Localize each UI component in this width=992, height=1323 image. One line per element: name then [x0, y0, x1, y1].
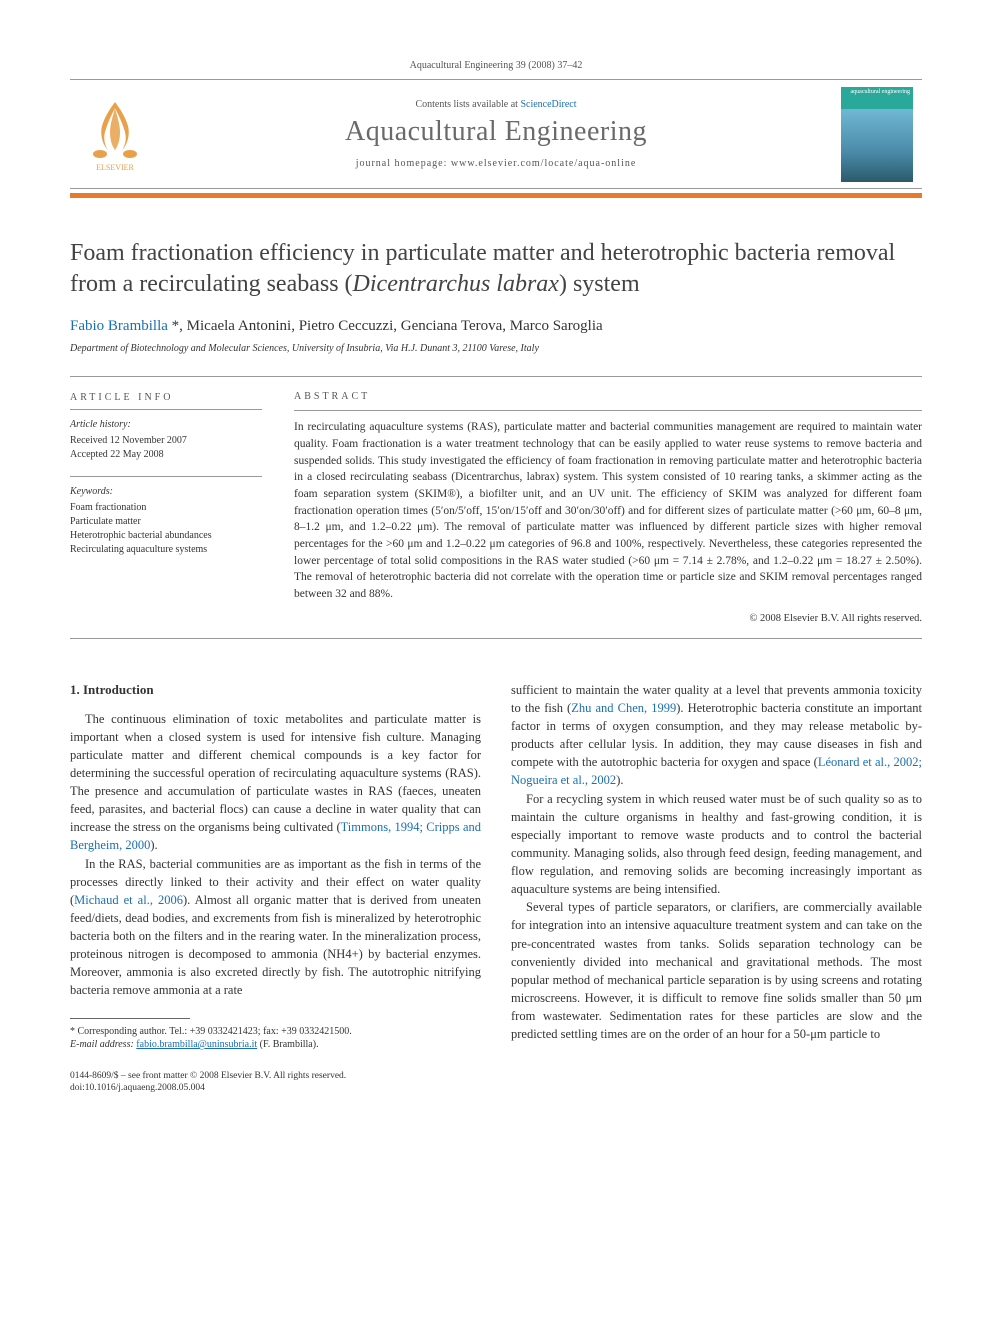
history-accepted: Accepted 22 May 2008 [70, 448, 262, 462]
article-info-column: ARTICLE INFO Article history: Received 1… [70, 377, 280, 637]
email-link[interactable]: fabio.brambilla@uninsubria.it [136, 1039, 257, 1050]
masthead-center: Contents lists available at ScienceDirec… [160, 80, 832, 188]
footnote-email-line: E-mail address: fabio.brambilla@uninsubr… [70, 1038, 481, 1052]
footnote-separator [70, 1018, 190, 1019]
corresponding-footnote: * Corresponding author. Tel.: +39 033242… [70, 1025, 481, 1052]
article-history-block: Article history: Received 12 November 20… [70, 418, 262, 462]
homepage-url: www.elsevier.com/locate/aqua-online [451, 158, 636, 169]
sciencedirect-link[interactable]: ScienceDirect [520, 99, 576, 110]
author-list: Fabio Brambilla *, Micaela Antonini, Pie… [70, 318, 922, 335]
body-two-column: 1. Introduction The continuous eliminati… [70, 681, 922, 1052]
keywords-block: Keywords: Foam fractionation Particulate… [70, 485, 262, 557]
keyword-item: Foam fractionation [70, 501, 262, 515]
article-title: Foam fractionation efficiency in particu… [70, 238, 922, 300]
keyword-item: Particulate matter [70, 515, 262, 529]
contents-prefix: Contents lists available at [415, 99, 520, 110]
article-info-heading: ARTICLE INFO [70, 391, 262, 405]
page-container: Aquacultural Engineering 39 (2008) 37–42… [0, 0, 992, 1134]
body-paragraph: In the RAS, bacterial communities are as… [70, 855, 481, 1000]
abstract-rule [294, 410, 922, 411]
doi-line: doi:10.1016/j.aquaeng.2008.05.004 [70, 1082, 922, 1094]
body-paragraph: The continuous elimination of toxic meta… [70, 710, 481, 855]
running-citation: Aquacultural Engineering 39 (2008) 37–42 [70, 60, 922, 71]
homepage-prefix: journal homepage: [356, 158, 451, 169]
journal-homepage-line: journal homepage: www.elsevier.com/locat… [356, 158, 637, 169]
info-rule-2 [70, 476, 262, 477]
contents-available-line: Contents lists available at ScienceDirec… [415, 99, 576, 110]
journal-masthead: ELSEVIER Contents lists available at Sci… [70, 79, 922, 189]
corr-marker: * [168, 318, 179, 334]
cover-image [841, 109, 913, 182]
elsevier-tree-logo: ELSEVIER [80, 94, 150, 174]
abstract-column: ABSTRACT In recirculating aquaculture sy… [280, 377, 922, 637]
cover-thumbnail-container: aquacultural engineering [832, 80, 922, 188]
abstract-copyright: © 2008 Elsevier B.V. All rights reserved… [294, 613, 922, 624]
email-label: E-mail address: [70, 1039, 134, 1050]
history-received: Received 12 November 2007 [70, 434, 262, 448]
info-rule [70, 409, 262, 410]
history-label: Article history: [70, 418, 262, 432]
keyword-item: Recirculating aquaculture systems [70, 543, 262, 557]
keyword-item: Heterotrophic bacterial abundances [70, 529, 262, 543]
body-paragraph: For a recycling system in which reused w… [511, 790, 922, 899]
section-heading-intro: 1. Introduction [70, 681, 481, 700]
publisher-logo-container: ELSEVIER [70, 80, 160, 188]
affiliation: Department of Biotechnology and Molecula… [70, 343, 922, 354]
copyright-line: 0144-8609/$ – see front matter © 2008 El… [70, 1070, 922, 1082]
footnote-corr: * Corresponding author. Tel.: +39 033242… [70, 1025, 481, 1039]
journal-cover-thumbnail: aquacultural engineering [841, 87, 913, 182]
citation-link[interactable]: Michaud et al., 2006 [74, 893, 183, 907]
abstract-text: In recirculating aquaculture systems (RA… [294, 419, 922, 602]
keywords-label: Keywords: [70, 485, 262, 499]
info-abstract-row: ARTICLE INFO Article history: Received 1… [70, 376, 922, 638]
svg-text:ELSEVIER: ELSEVIER [96, 163, 134, 172]
author-corresponding[interactable]: Fabio Brambilla [70, 318, 168, 334]
email-tail: (F. Brambilla). [260, 1039, 319, 1050]
cover-label: aquacultural engineering [841, 87, 913, 109]
accent-bar [70, 193, 922, 198]
body-paragraph: Several types of particle separators, or… [511, 898, 922, 1043]
front-matter-line: 0144-8609/$ – see front matter © 2008 El… [70, 1070, 922, 1095]
body-paragraph: sufficient to maintain the water quality… [511, 681, 922, 790]
journal-name: Aquacultural Engineering [345, 116, 647, 148]
citation-link[interactable]: Zhu and Chen, 1999 [571, 701, 676, 715]
abstract-heading: ABSTRACT [294, 391, 922, 402]
